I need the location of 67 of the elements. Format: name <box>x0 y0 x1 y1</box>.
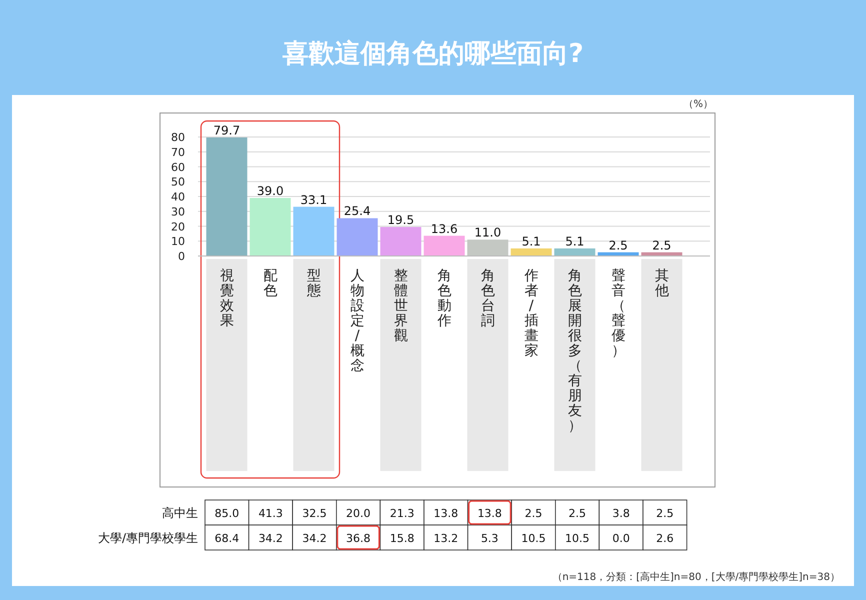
bar <box>380 226 422 256</box>
x-tick-label: 人物設定/概念 <box>350 268 364 374</box>
y-tick-label: 0 <box>178 250 185 263</box>
data-label: 2.5 <box>524 507 542 520</box>
data-label: 2.5 <box>656 507 674 520</box>
x-tick-label: 角色動作 <box>436 268 452 329</box>
data-label: 13.8 <box>434 507 458 520</box>
data-label: 2.5 <box>652 238 672 252</box>
data-label: 19.5 <box>387 212 414 227</box>
y-tick-label: 30 <box>171 205 185 218</box>
data-label: 68.4 <box>214 532 240 545</box>
data-label: 0.0 <box>612 532 630 545</box>
data-label: 3.8 <box>612 507 630 520</box>
bar <box>467 240 508 256</box>
x-tick-label: 整體世界觀 <box>394 268 408 344</box>
y-tick-label: 80 <box>171 131 185 144</box>
data-label: 5.3 <box>480 532 498 545</box>
data-label: 2.5 <box>568 507 586 520</box>
x-tick-label: 作者/插畫家 <box>523 268 538 359</box>
y-axis-title: （%） <box>683 99 713 110</box>
x-tick-label: 型態 <box>306 268 321 299</box>
y-tick-label: 60 <box>171 160 185 174</box>
data-label: 85.0 <box>214 507 240 520</box>
data-label: 41.3 <box>258 507 283 520</box>
data-label: 21.3 <box>390 507 414 520</box>
y-tick-label: 40 <box>171 190 185 204</box>
data-label: 2.5 <box>608 238 628 252</box>
x-tick-label: 聲音（聲優） <box>611 268 626 359</box>
data-label: 2.6 <box>656 532 674 545</box>
text: （n=118，分類：[高中生]n=80，[大學/專門學校學生]n=38） <box>552 571 840 583</box>
data-label: 20.0 <box>346 507 371 520</box>
bar <box>250 198 291 256</box>
data-label: 15.8 <box>390 532 414 545</box>
data-label: 5.1 <box>522 234 541 248</box>
x-tick-label: 視覺效果 <box>220 268 234 329</box>
y-tick-label: 50 <box>171 176 185 189</box>
bar <box>206 137 248 256</box>
y-tick-label: 10 <box>171 235 185 248</box>
bar <box>554 248 596 256</box>
data-label: 39.0 <box>256 184 284 198</box>
bar <box>336 218 378 256</box>
data-label: 10.5 <box>565 532 590 545</box>
data-label: 10.5 <box>521 532 546 545</box>
data-label: 33.1 <box>300 192 328 207</box>
category-label: 角色展開很多（有朋友） <box>568 268 582 434</box>
data-label: 34.2 <box>258 532 283 545</box>
data-label: 32.5 <box>302 507 327 520</box>
y-tick-label: 大學/專門學校學生 <box>98 531 198 545</box>
bar <box>424 236 465 256</box>
bar <box>510 248 552 256</box>
x-tick-label: 角色台詞 <box>480 268 495 329</box>
y-tick-label: 70 <box>171 146 185 159</box>
data-label: 5.1 <box>565 234 584 248</box>
data-label: 36.8 <box>346 532 371 545</box>
data-label: 25.4 <box>344 204 371 218</box>
data-label: 11.0 <box>474 226 502 240</box>
x-tick-label: 其他 <box>654 268 669 299</box>
bar <box>293 206 334 256</box>
y-tick-label: 高中生 <box>162 506 198 520</box>
data-label: 34.2 <box>302 532 327 545</box>
x-tick-label: 配色 <box>263 268 278 299</box>
data-label: 13.6 <box>430 222 458 236</box>
data-label: 13.8 <box>477 507 502 520</box>
data-label: 79.7 <box>213 123 240 138</box>
chart-title: 喜歡這個角色的哪些面向? <box>281 39 584 69</box>
data-label: 13.2 <box>434 532 458 545</box>
y-tick-label: 20 <box>171 220 185 234</box>
